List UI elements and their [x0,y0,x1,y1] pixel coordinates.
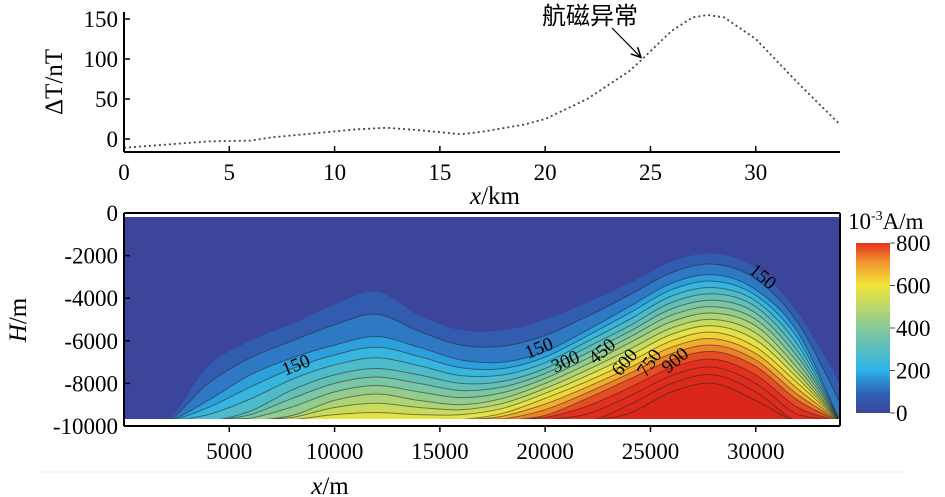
y-tick-label: 0 [107,127,119,152]
x-tick-label: 15 [428,160,451,185]
x-tick-label: 20000 [516,439,574,464]
x-tick-label: 30 [744,160,767,185]
delta-t-series [123,14,841,149]
colorbar [856,243,890,413]
x-tick-label: 30000 [727,439,785,464]
y-tick-label: -8000 [64,371,118,396]
contour-line [123,274,841,423]
x-tick-label: 5000 [206,439,252,464]
x-tick-label: 10 [323,160,346,185]
contour-line [123,306,841,423]
colorbar-tick-label: 0 [896,401,908,426]
bottom-y-label: H/m [5,297,32,343]
delta-t-line [123,14,841,149]
contour-line [123,299,841,423]
y-tick-label: -2000 [64,244,118,269]
contour-line [123,263,841,423]
top-y-label: ΔT/nT [41,49,68,115]
y-tick-label: 150 [84,7,119,32]
y-tick-label: -6000 [64,329,118,354]
x-tick-label: 25 [639,160,662,185]
colorbar-tick-label: 600 [896,274,931,299]
x-tick-label: 15000 [411,439,469,464]
x-tick-label: 25000 [622,439,680,464]
y-tick-label: -4000 [64,286,118,311]
y-tick-label: 50 [95,87,118,112]
bottom-x-label: x/m [310,473,349,497]
top-x-label: x/km [469,183,521,210]
x-tick-label: 5 [224,160,236,185]
top-chart: 0 5 10 15 20 25 30 0 50 100 150 x/km ΔT/nT 航磁异常 [41,3,841,210]
y-tick-label: 0 [107,201,119,226]
top-edge [124,214,840,217]
x-tick-label: 20 [534,160,557,185]
bottom-edge [124,419,840,423]
bottom-chart: 5000 10000 15000 20000 25000 30000 0 -2000 -400… [5,201,931,497]
annotation-label: 航磁异常 [542,3,638,30]
colorbar-unit: 10-3A/m [848,209,924,234]
y-tick-label: 100 [84,47,119,72]
contour-line [123,280,841,423]
contour-band [124,383,840,422]
contour-line [123,293,841,423]
x-tick-label: 10000 [306,439,364,464]
colorbar-tick-label: 400 [896,316,931,341]
annotation-arrow [611,27,641,57]
colorbar-tick-label: 200 [896,359,931,384]
contour-line [123,286,841,423]
x-tick-label: 0 [118,160,130,185]
colorbar-tick-label: 800 [896,231,931,256]
y-tick-label: -10000 [53,414,118,439]
